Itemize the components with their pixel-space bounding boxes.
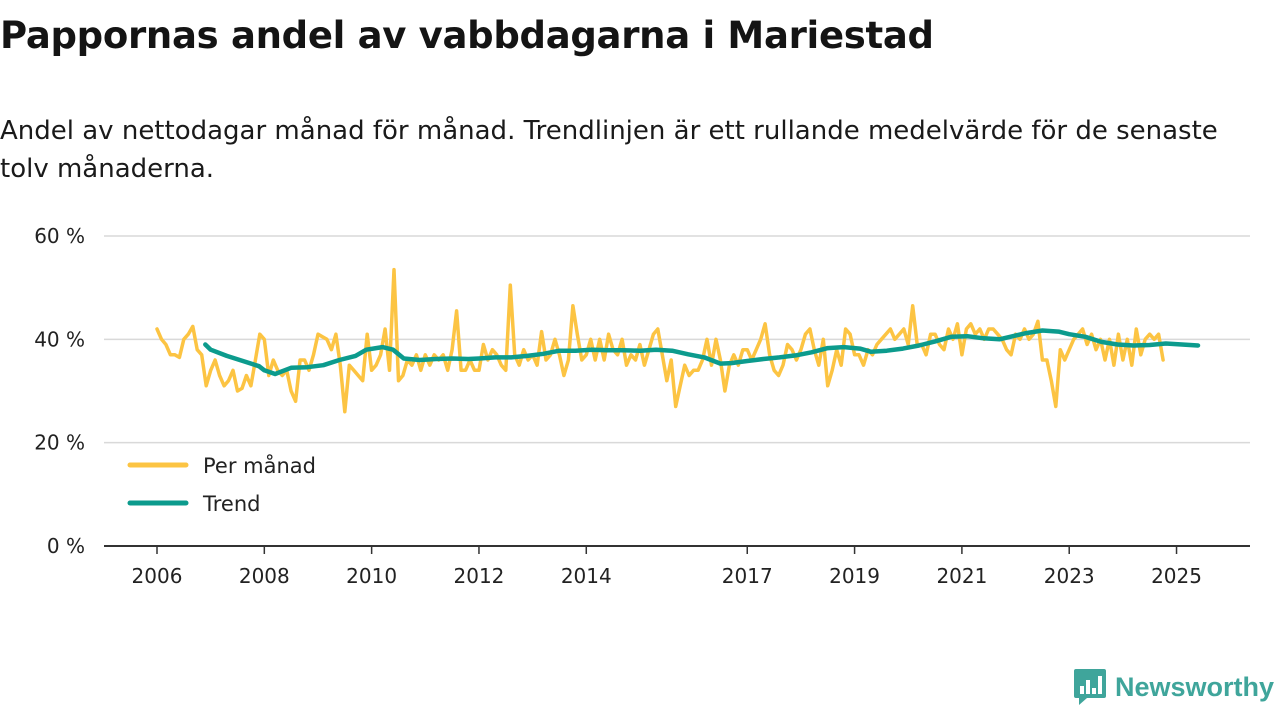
x-tick-label: 2019 — [829, 564, 880, 588]
legend-label-per-manad: Per månad — [203, 453, 316, 478]
series-line-per-manad — [155, 267, 1165, 414]
legend-label-trend: Trend — [202, 492, 260, 516]
y-tick-label: 60 % — [34, 224, 85, 248]
y-tick-label: 40 % — [34, 327, 85, 351]
x-tick-label: 2021 — [936, 564, 987, 588]
chart-subtitle: Andel av nettodagar månad för månad. Tre… — [0, 116, 1218, 184]
x-tick-label: 2017 — [722, 564, 773, 588]
y-tick-label: 20 % — [34, 431, 85, 455]
x-tick-label: 2010 — [346, 564, 397, 588]
x-tick-label: 2023 — [1044, 564, 1095, 588]
bar-chart-speech-icon — [1073, 669, 1106, 705]
x-tick-label: 2008 — [239, 564, 290, 588]
series-line-trend — [203, 328, 1201, 377]
brand-logo: Newsworthy — [1073, 668, 1274, 706]
chart-title: Pappornas andel av vabbdagarna i Mariest… — [0, 14, 934, 57]
y-tick-label: 0 % — [47, 534, 85, 558]
x-tick-label: 2012 — [454, 564, 505, 588]
brand-name: Newsworthy — [1114, 671, 1274, 702]
x-tick-label: 2014 — [561, 564, 612, 588]
x-tick-label: 2006 — [132, 564, 183, 588]
x-tick-label: 2025 — [1151, 564, 1202, 588]
